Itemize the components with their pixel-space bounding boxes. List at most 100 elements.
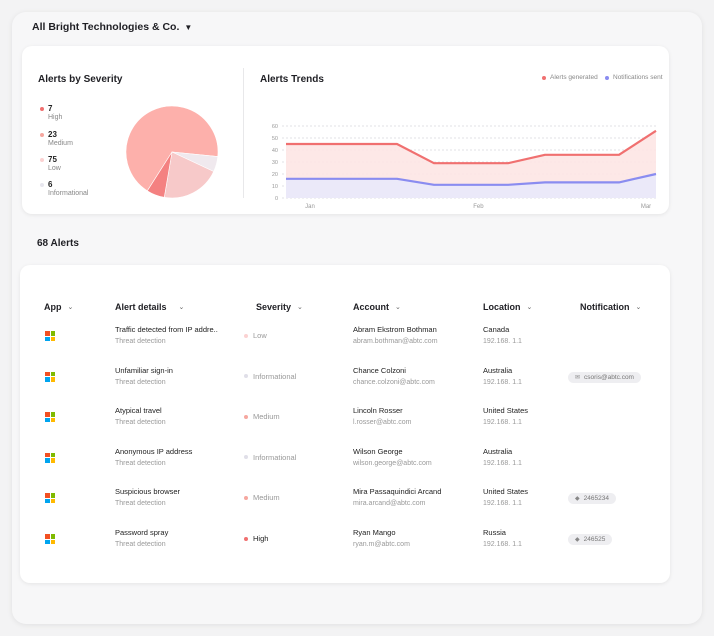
table-row[interactable]: Password spray Threat detection High Ryan M… xyxy=(20,528,670,568)
account-email: abram.bothman@abtc.com xyxy=(353,338,438,345)
account: Mira Passaquindici Arcand mira.arcand@abt… xyxy=(353,487,441,507)
account-name: Lincoln Rosser xyxy=(353,406,403,416)
chevron-down-icon: ⌄ xyxy=(67,304,74,311)
alert-details: Password spray Threat detection xyxy=(115,528,168,548)
severity-dot xyxy=(244,455,248,460)
column-header-account[interactable]: Account ⌄ xyxy=(353,302,401,312)
severity-dot xyxy=(244,333,248,338)
y-tick-label: 30 xyxy=(272,160,278,166)
line-notifications-sent xyxy=(286,172,657,186)
severity-badge: Low xyxy=(244,331,267,340)
location: Australia 192.168. 1.1 xyxy=(483,447,522,467)
alert-title: Atypical travel xyxy=(115,406,162,416)
severity-pie-chart xyxy=(125,105,219,199)
account-email: l.rosser@abtc.com xyxy=(353,419,412,427)
account: Wilson George wilson.george@abtc.com xyxy=(353,447,432,467)
column-header-severity[interactable]: Severity ⌄ xyxy=(256,302,303,312)
location-country: United States xyxy=(483,406,529,416)
severity-label: Medium xyxy=(48,140,73,147)
severity-legend-item: 23 Medium xyxy=(40,130,73,147)
column-header-label: Location xyxy=(483,302,521,312)
x-tick-label: Feb xyxy=(473,204,484,210)
account-name: Abram Ekstrom Bothman xyxy=(353,325,437,334)
alert-type: Threat detection xyxy=(115,541,166,548)
summary-card: Alerts by Severity 7 High 23 Medium 75 Low 6 In… xyxy=(22,46,669,214)
chevron-down-icon: ⌄ xyxy=(297,304,303,311)
legend-dot xyxy=(542,75,546,80)
notification-badge[interactable]: ◆ 2465234 xyxy=(568,493,616,505)
severity-badge: High xyxy=(244,534,268,543)
location: Australia 192.168. 1.1 xyxy=(483,366,522,386)
x-tick-label: Jan xyxy=(305,204,315,210)
alert-type: Threat detection xyxy=(115,459,166,467)
section-divider xyxy=(243,68,244,198)
y-tick-label: 10 xyxy=(272,184,278,190)
notification-text: csoris@abtc.com xyxy=(584,373,634,381)
severity-legend-item: 6 Informational xyxy=(40,180,89,197)
column-header-app[interactable]: App ⌄ xyxy=(44,302,73,312)
y-tick-label: 40 xyxy=(272,148,278,154)
alerts-table: App ⌄ Alert details ⌄ Severity ⌄ Account ⌄ L… xyxy=(20,265,670,583)
org-selector[interactable]: All Bright Technologies & Co. ▼ xyxy=(32,21,192,33)
account-email: chance.colzoni@abtc.com xyxy=(353,378,435,386)
account: Lincoln Rosser l.rosser@abtc.com xyxy=(353,406,411,426)
account: Ryan Mango ryan.m@abtc.com xyxy=(353,528,410,548)
microsoft-app-icon xyxy=(45,371,55,382)
notification-badge[interactable]: ◆ 246525 xyxy=(568,534,613,545)
alert-type: Threat detection xyxy=(115,500,166,508)
table-row[interactable]: Atypical travel Threat detection Medium Lin… xyxy=(20,406,670,446)
severity-text: High xyxy=(253,534,269,543)
legend-alerts-generated: Alerts generated xyxy=(542,74,598,81)
chevron-down-icon: ⌄ xyxy=(635,304,642,311)
account: Chance Colzoni chance.colzoni@abtc.com xyxy=(353,366,435,386)
legend-dot xyxy=(40,133,44,137)
location-ip: 192.168. 1.1 xyxy=(483,419,522,427)
severity-count: 7 xyxy=(48,104,53,113)
severity-text: Medium xyxy=(253,493,280,503)
severity-text: Informational xyxy=(253,452,297,462)
column-header-label: Notification xyxy=(580,302,630,312)
notification-text: 246525 xyxy=(583,536,606,543)
severity-text: Medium xyxy=(253,412,280,422)
line-alerts-generated xyxy=(286,129,657,165)
column-header-label: App xyxy=(44,302,62,312)
alert-details: Suspicious browser Threat detection xyxy=(115,487,180,507)
microsoft-app-icon xyxy=(45,412,55,423)
location: Canada 192.168. 1.1 xyxy=(483,325,522,345)
location-country: Russia xyxy=(483,528,506,537)
severity-label: Informational xyxy=(48,190,89,197)
legend-dot xyxy=(40,107,44,111)
severity-text: Informational xyxy=(253,371,297,381)
chevron-down-icon: ▼ xyxy=(184,22,193,32)
table-row[interactable]: Traffic detected from IP addre.. Threat d… xyxy=(20,325,670,365)
table-row[interactable]: Anonymous IP address Threat detection Info… xyxy=(20,447,670,487)
severity-badge: Informational xyxy=(244,372,296,381)
notification-badge[interactable]: ✉ csoris@abtc.com xyxy=(568,371,641,383)
column-header-notification[interactable]: Notification ⌄ xyxy=(580,302,641,312)
severity-count: 75 xyxy=(48,155,57,164)
column-header-alert-details[interactable]: Alert details ⌄ xyxy=(115,302,184,312)
pie-slice-low xyxy=(125,105,219,192)
severity-legend-item: 7 High xyxy=(40,104,62,121)
table-row[interactable]: Suspicious browser Threat detection Medium… xyxy=(20,487,670,527)
pie-slice-high xyxy=(146,151,173,198)
alert-type: Threat detection xyxy=(115,378,166,386)
table-row[interactable]: Unfamiliar sign-in Threat detection Inform… xyxy=(20,366,670,406)
account-name: Wilson George xyxy=(353,446,403,456)
alert-details: Anonymous IP address Threat detection xyxy=(115,447,192,467)
microsoft-app-icon xyxy=(45,534,55,544)
alerts-trend-chart: 0 10 20 30 40 50 60 Jan Feb Mar xyxy=(272,124,657,210)
notification-text: 2465234 xyxy=(583,495,609,503)
location-ip: 192.168. 1.1 xyxy=(483,338,522,345)
alert-details: Traffic detected from IP addre.. Threat d… xyxy=(115,325,218,345)
legend-notifications-sent: Notifications sent xyxy=(605,74,663,81)
alert-details: Unfamiliar sign-in Threat detection xyxy=(115,366,173,386)
location: United States 192.168. 1.1 xyxy=(483,406,528,426)
legend-label: Alerts generated xyxy=(550,74,598,81)
alert-title: Unfamiliar sign-in xyxy=(115,365,173,375)
chevron-down-icon: ⌄ xyxy=(395,304,401,311)
column-header-location[interactable]: Location ⌄ xyxy=(483,302,532,312)
severity-text: Low xyxy=(253,331,267,340)
legend-dot xyxy=(40,183,44,187)
alert-title: Traffic detected from IP addre.. xyxy=(115,325,218,334)
